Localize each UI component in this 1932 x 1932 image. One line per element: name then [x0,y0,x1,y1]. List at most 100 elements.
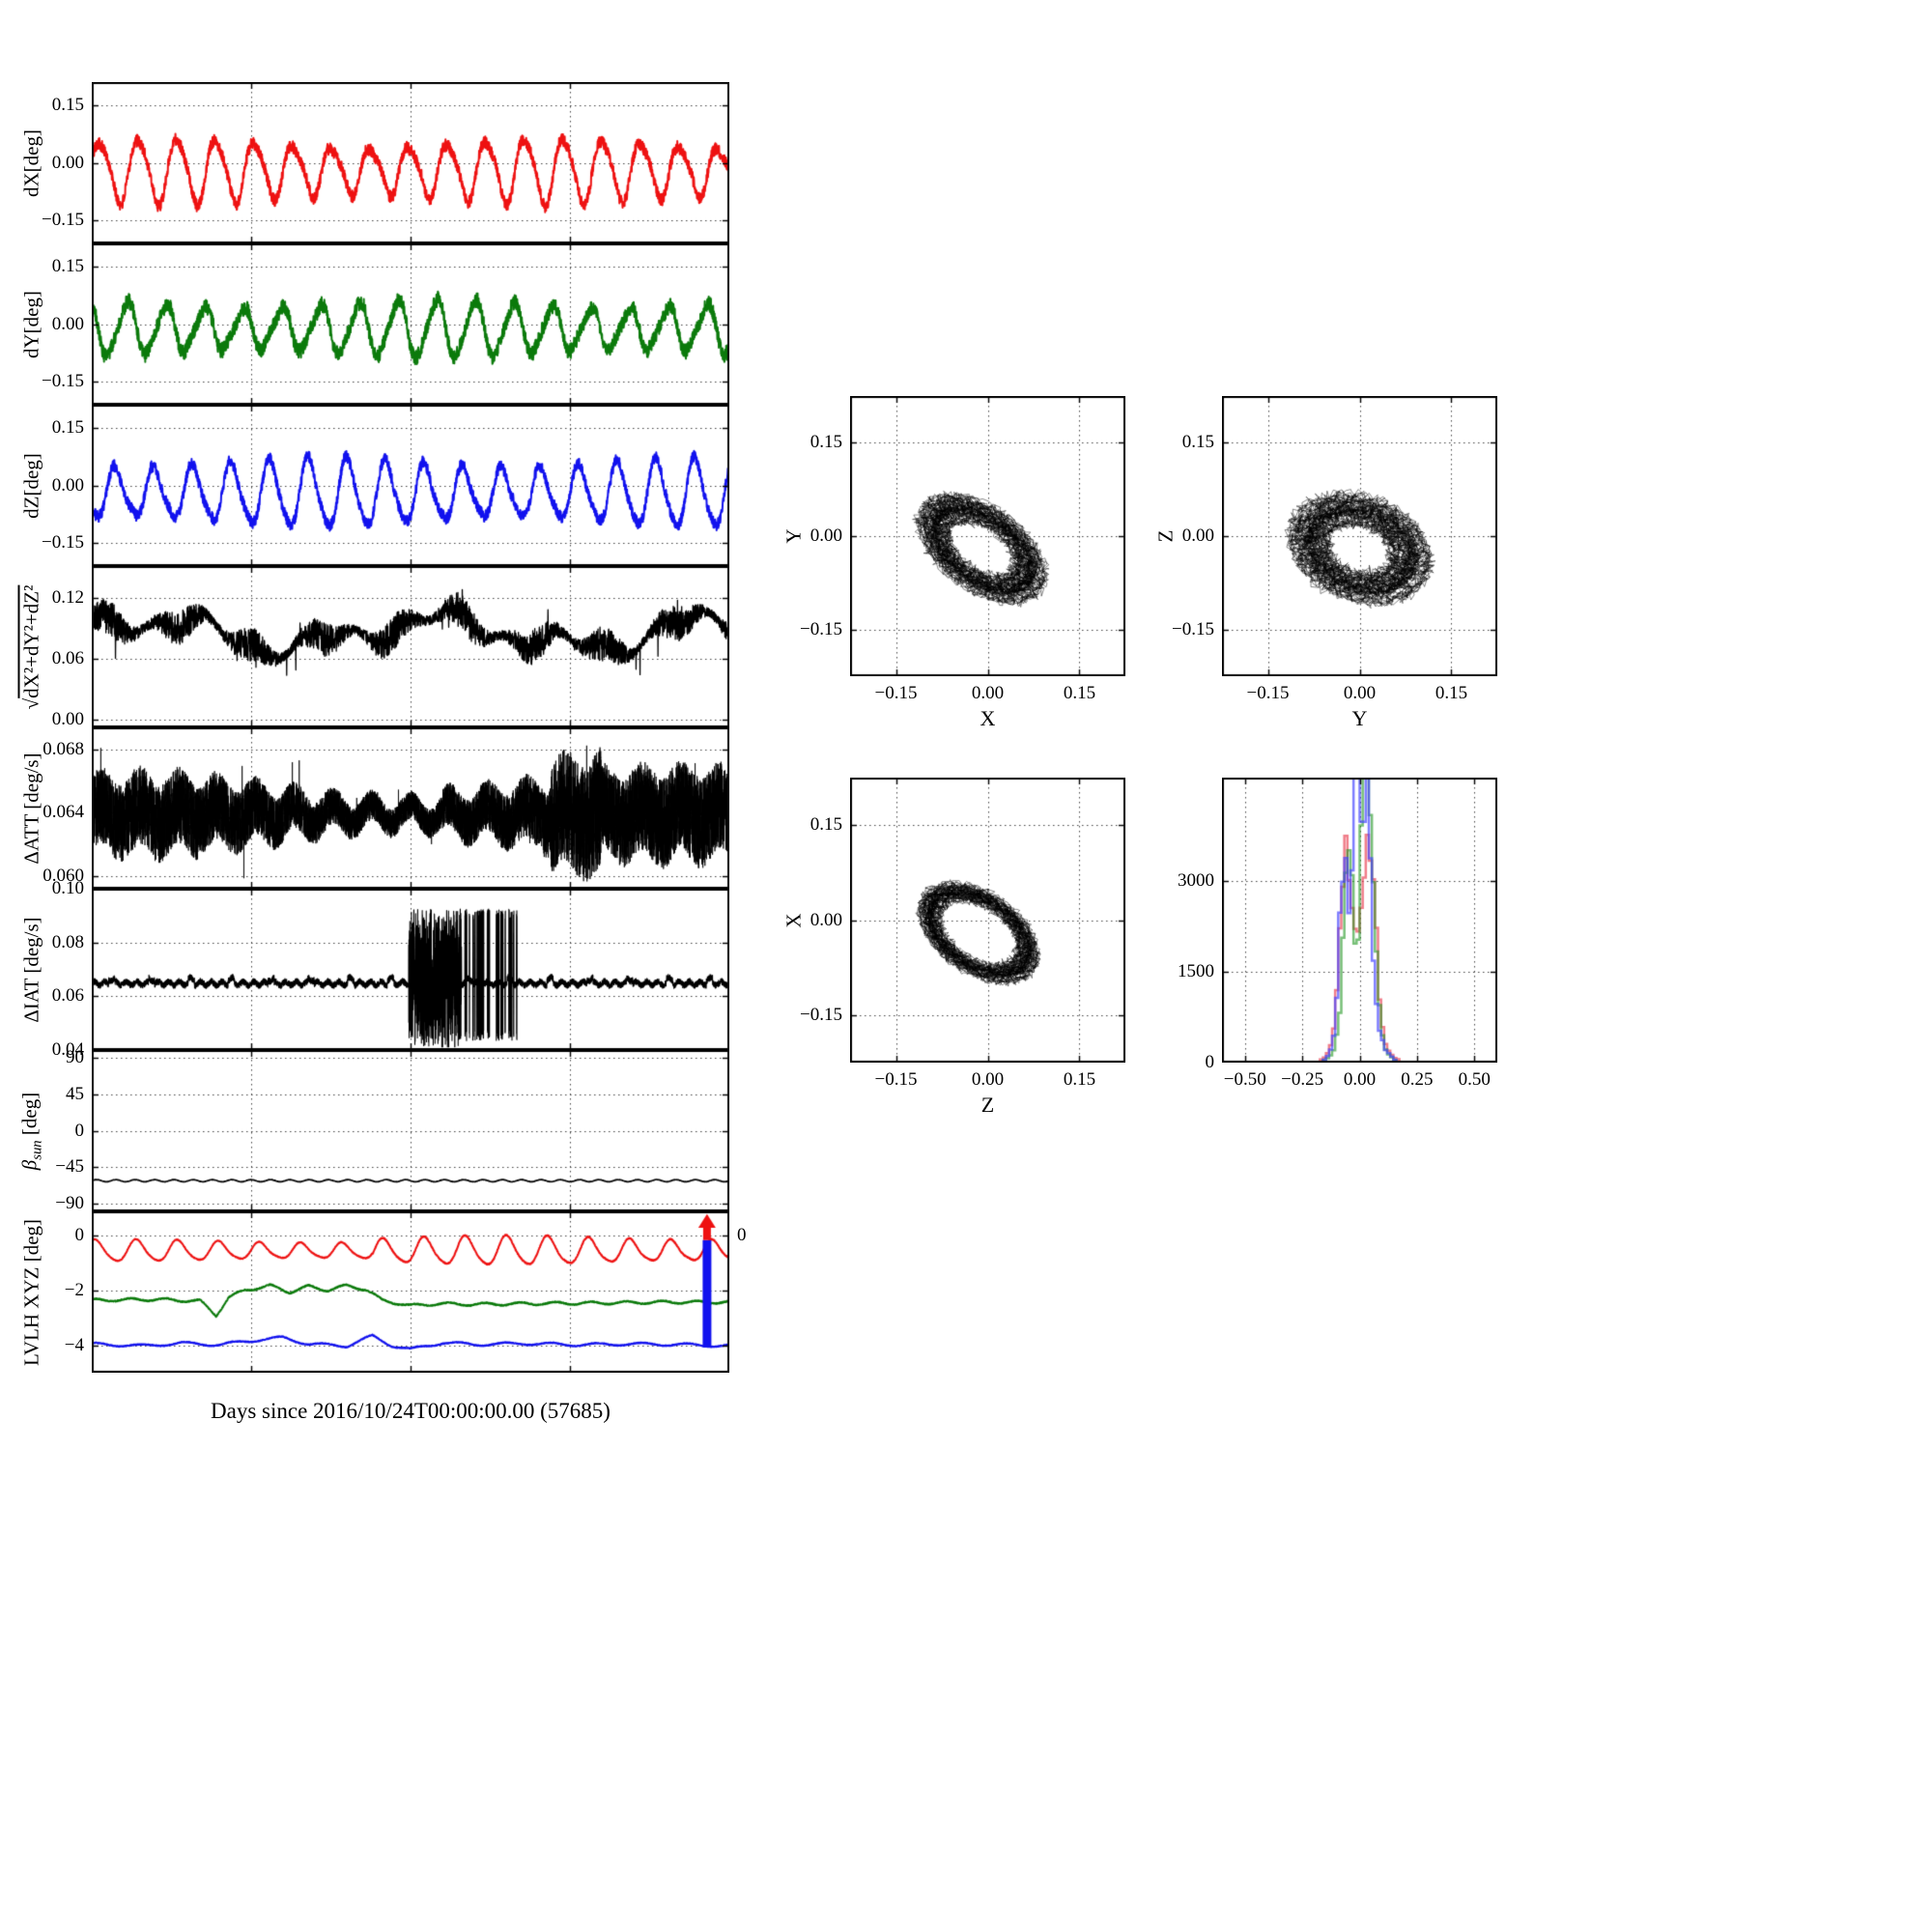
tick-label: −90 [55,1192,84,1213]
lvlh-plot-area [92,1211,729,1373]
tick-label: 0.15 [1063,683,1096,703]
beta-y-axis-label: βsun [deg] [17,1092,45,1169]
tick-label: 0.00 [810,526,842,546]
tick-label: −4 [64,1334,84,1355]
label-segment: Z [1153,529,1178,543]
tick-label: 0.00 [1343,1069,1377,1090]
label-segment: sun [29,1139,45,1160]
tick-label: −2 [64,1280,84,1301]
tick-label: 0 [74,1120,85,1141]
iat-y-axis-label: ΔIAT [deg/s] [20,917,44,1022]
scatter-zx-plot-area [850,778,1125,1063]
tick-label: 0.00 [1181,526,1214,546]
scatter-yz-x-axis-label: Y [1352,706,1368,731]
tick-label: −0.15 [800,618,842,639]
tick-label: 1500 [1178,960,1214,981]
tick-label: −0.15 [42,532,84,554]
tick-label: 3000 [1178,869,1214,891]
label-segment: dZ[deg] [19,452,43,519]
tick-label: 0.06 [51,985,84,1007]
tick-label: 0.00 [810,909,842,930]
scatter-zx-x-axis-label: Z [981,1093,994,1118]
dy-y-axis-label: dY[deg] [20,291,44,358]
label-segment: X [781,912,806,928]
scatter-xy-plot-area [850,396,1125,676]
tick-label: 0.04 [51,1039,84,1060]
lvlh-y-axis-label: LVLH XYZ [deg] [20,1218,44,1365]
tick-label: 0.00 [51,313,84,334]
label-segment: ΔATT [deg/s] [19,752,43,865]
label-segment: [deg] [17,1092,42,1140]
tick-label: −0.15 [874,1069,918,1090]
dx-panel: 0.15 0.00 −0.15 dX[deg] [20,82,729,243]
label-segment: dX[deg] [19,128,43,197]
dz-panel: 0.15 0.00 −0.15 dZ[deg] [20,405,729,566]
tick-label: 0.00 [51,474,84,496]
scatter-xy-y-axis-label: Y [782,528,807,543]
tick-label: 0 [737,1225,747,1246]
tick-label: 0.06 [51,648,84,669]
tick-label: 45 [66,1083,84,1104]
tick-label: 0.00 [1343,683,1377,703]
dz-plot-area [92,405,729,566]
label-segment: dX²+dY²+dZ² [19,584,43,698]
scatter-yz-y-axis-label: Z [1154,530,1179,543]
tick-label: −0.15 [42,210,84,231]
tick-label: 0.08 [51,931,84,952]
tick-label: 0.50 [1458,1069,1491,1090]
tick-label: −0.50 [1223,1069,1266,1090]
label-segment: ΔIAT [deg/s] [19,916,43,1023]
tick-label: 0.064 [43,802,84,823]
att-y-axis-label: ΔATT [deg/s] [20,753,44,864]
scatter-yz-plot-area [1222,396,1497,676]
dx-y-axis-label: dX[deg] [20,129,44,197]
tick-label: −0.25 [1281,1069,1324,1090]
tick-label: 0.10 [51,878,84,898]
label-segment: √ [19,697,43,709]
label-segment: Y [1351,706,1368,730]
hist-panel: 3000 1500 0 −0.50 −0.25 0.00 0.25 0.50 [1178,778,1497,1090]
tick-label: 90 [66,1047,84,1068]
tick-label: 0 [74,1225,85,1246]
tick-label: 0.00 [51,152,84,173]
scatter-xy-panel: 0.15 0.00 −0.15 −0.15 0.00 0.15 Y X [782,396,1125,730]
dx-plot-area [92,82,729,243]
att-panel: 0.068 0.064 0.060 ΔATT [deg/s] [20,727,729,889]
mag-y-axis-label: √dX²+dY²+dZ² [20,584,44,709]
beta-panel: 90 45 0 −45 −90 βsun [deg] [17,1047,729,1213]
scatter-yz-panel: 0.15 0.00 −0.15 −0.15 0.00 0.15 Z Y [1154,396,1497,730]
tick-label: 0.00 [971,683,1005,703]
tick-label: −0.15 [874,683,918,703]
mag-plot-area [92,566,729,727]
tick-label: 0.12 [51,587,84,609]
scatter-zx-y-axis-label: X [782,913,807,927]
dy-panel: 0.15 0.00 −0.15 dY[deg] [20,243,729,405]
tick-label: −0.15 [1246,683,1290,703]
tick-label: 0.15 [1181,432,1214,453]
dz-y-axis-label: dZ[deg] [20,453,44,519]
label-segment: dY[deg] [19,290,43,358]
hist-plot-area [1222,778,1497,1063]
tick-label: 0.25 [1401,1069,1434,1090]
dy-plot-area [92,243,729,405]
tick-label: 0.060 [43,865,84,886]
mag-panel: 0.12 0.06 0.00 √dX²+dY²+dZ² [20,566,729,729]
tick-label: 0.15 [810,432,842,453]
tick-label: 0.15 [51,94,84,115]
scatter-zx-panel: 0.15 0.00 −0.15 −0.15 0.00 0.15 X Z [782,778,1125,1117]
iat-plot-area [92,889,729,1050]
tick-label: 0 [1205,1052,1215,1072]
label-segment: Z [980,1093,995,1117]
time-axis-label: Days since 2016/10/24T00:00:00.00 (57685… [211,1399,611,1423]
tick-label: 0.15 [1063,1069,1096,1090]
tick-label: 0.15 [1435,683,1468,703]
tick-label: 0.068 [43,738,84,759]
lvlh-panel: 0 −2 −4 0 LVLH XYZ [deg] [20,1211,747,1373]
scatter-xy-x-axis-label: X [980,706,996,731]
tick-label: −0.15 [800,1004,842,1025]
tick-label: −45 [55,1156,84,1178]
iat-panel: 0.10 0.08 0.06 0.04 ΔIAT [deg/s] [20,878,729,1060]
beta-plot-area [92,1050,729,1211]
label-segment: X [980,706,996,730]
